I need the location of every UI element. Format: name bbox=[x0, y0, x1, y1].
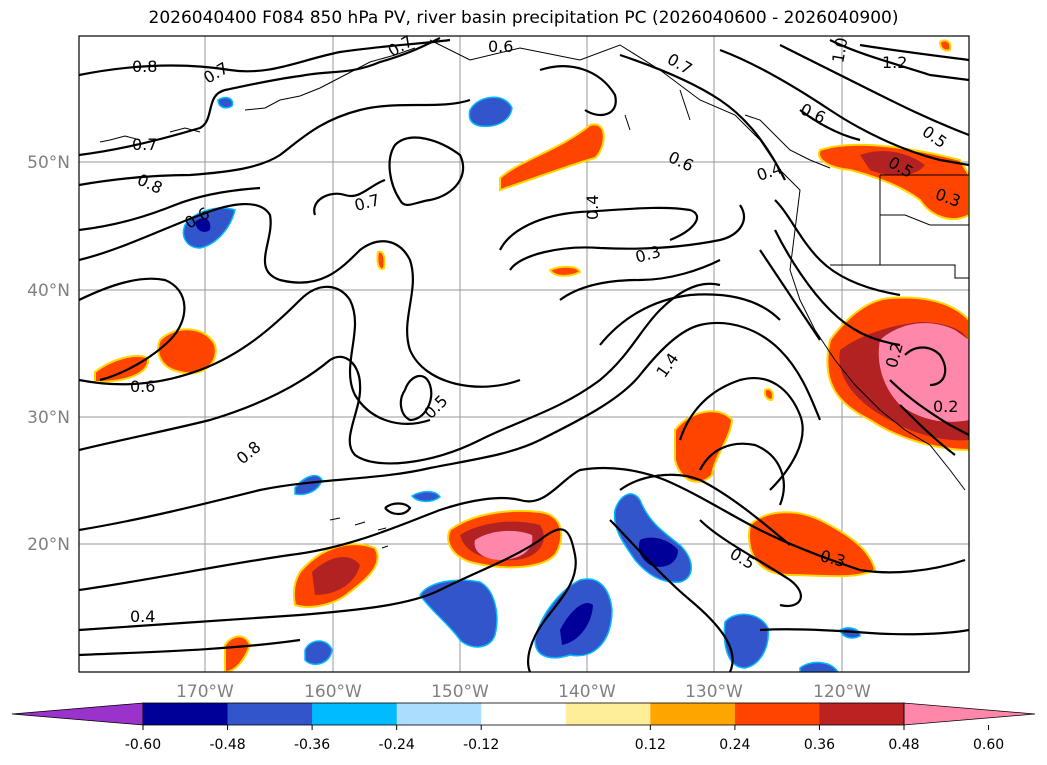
precip-blob bbox=[312, 556, 360, 595]
precip-blob bbox=[560, 602, 593, 645]
contour-label: 0.8 bbox=[134, 170, 165, 198]
colorbar-tick-label: 0.48 bbox=[888, 737, 919, 753]
lat-label-50n: 50°N bbox=[27, 153, 70, 173]
precip-blob bbox=[468, 96, 513, 128]
lat-label-40n: 40°N bbox=[27, 281, 70, 301]
precip-blob bbox=[860, 151, 925, 176]
colorbar-segment bbox=[819, 703, 905, 725]
contour-label: 1.2 bbox=[882, 53, 907, 72]
pv-contours bbox=[79, 37, 969, 672]
colorbar-segment bbox=[650, 703, 736, 725]
colorbar-segment bbox=[481, 703, 567, 725]
colorbar-tick-label: -0.48 bbox=[209, 737, 245, 753]
contour-label: 0.4 bbox=[583, 195, 602, 220]
contour-label: 0.6 bbox=[130, 377, 155, 396]
lon-label-150w: 150°W bbox=[431, 682, 489, 702]
colorbar-tick-label: -0.60 bbox=[125, 737, 161, 753]
contour-label: 0.8 bbox=[233, 437, 265, 468]
colorbar-segment bbox=[565, 703, 651, 725]
longitude-labels: 170°W 160°W 150°W 140°W 130°W 120°W bbox=[176, 682, 871, 702]
precip-blob bbox=[294, 474, 323, 496]
precip-positive-regions bbox=[94, 39, 969, 672]
precip-negative-regions bbox=[182, 96, 861, 672]
lat-label-30n: 30°N bbox=[27, 408, 70, 428]
latitude-labels: 50°N 40°N 30°N 20°N bbox=[27, 153, 70, 555]
precip-blob bbox=[499, 123, 605, 192]
coastlines bbox=[99, 39, 969, 549]
colorbar-segment bbox=[312, 703, 398, 725]
colorbar-segment bbox=[227, 703, 313, 725]
lon-label-130w: 130°W bbox=[685, 682, 743, 702]
lon-label-140w: 140°W bbox=[558, 682, 616, 702]
precip-blob bbox=[818, 143, 969, 220]
lat-label-20n: 20°N bbox=[27, 535, 70, 555]
colorbar-tick-label: -0.12 bbox=[463, 737, 499, 753]
precip-blob bbox=[217, 96, 234, 109]
lon-label-160w: 160°W bbox=[304, 682, 362, 702]
precip-blob bbox=[224, 635, 252, 672]
precip-blob bbox=[376, 250, 386, 271]
lon-label-170w: 170°W bbox=[176, 682, 234, 702]
precip-blob bbox=[410, 490, 441, 503]
colorbar-tick-label: 0.36 bbox=[804, 737, 835, 753]
precip-blob bbox=[195, 218, 211, 233]
contour-label: 0.6 bbox=[665, 147, 696, 175]
map-area bbox=[79, 36, 969, 672]
colorbar-segment bbox=[734, 703, 820, 725]
colorbar-segment bbox=[396, 703, 482, 725]
contour-label: 0.2 bbox=[933, 397, 958, 416]
colorbar-left-arrow-fill bbox=[12, 703, 143, 725]
contour-label: 0.7 bbox=[132, 135, 157, 154]
precip-blob bbox=[548, 265, 582, 277]
contour-label: 0.6 bbox=[797, 99, 828, 127]
contour-label: 0.8 bbox=[132, 57, 157, 76]
map-frame bbox=[78, 35, 970, 673]
precip-blob bbox=[878, 323, 969, 422]
colorbar-segment bbox=[143, 703, 229, 725]
colorbar-tick-label: 0.24 bbox=[719, 737, 750, 753]
colorbar-tick-label: -0.36 bbox=[294, 737, 330, 753]
contour-label: 1.0 bbox=[828, 36, 851, 64]
lon-label-120w: 120°W bbox=[813, 682, 871, 702]
colorbar-frame bbox=[142, 702, 905, 726]
colorbar-right-arrow-fill bbox=[904, 703, 1035, 725]
colorbar: -0.60 -0.48 -0.36 -0.24 -0.12 0.12 0.24 0.36 0.4… bbox=[11, 702, 1036, 753]
contour-label: 0.6 bbox=[488, 37, 513, 56]
contour-label: 0.4 bbox=[130, 607, 155, 626]
colorbar-tick-label: 0.12 bbox=[635, 737, 666, 753]
precip-blob bbox=[748, 511, 877, 578]
precip-blob bbox=[799, 661, 839, 672]
contour-label: 0.3 bbox=[633, 242, 663, 267]
map-title: 2026040400 F084 850 hPa PV, river basin … bbox=[148, 8, 899, 28]
colorbar-tick-label: 0.60 bbox=[973, 737, 1004, 753]
precip-blob bbox=[938, 39, 952, 52]
contour-label: 0.5 bbox=[420, 391, 451, 422]
colorbar-tick-label: -0.24 bbox=[379, 737, 415, 753]
precip-blob bbox=[763, 388, 774, 402]
precip-blob bbox=[723, 613, 769, 669]
precip-blob bbox=[304, 640, 333, 666]
contour-label: 0.7 bbox=[352, 190, 382, 215]
precip-blob bbox=[419, 579, 498, 648]
